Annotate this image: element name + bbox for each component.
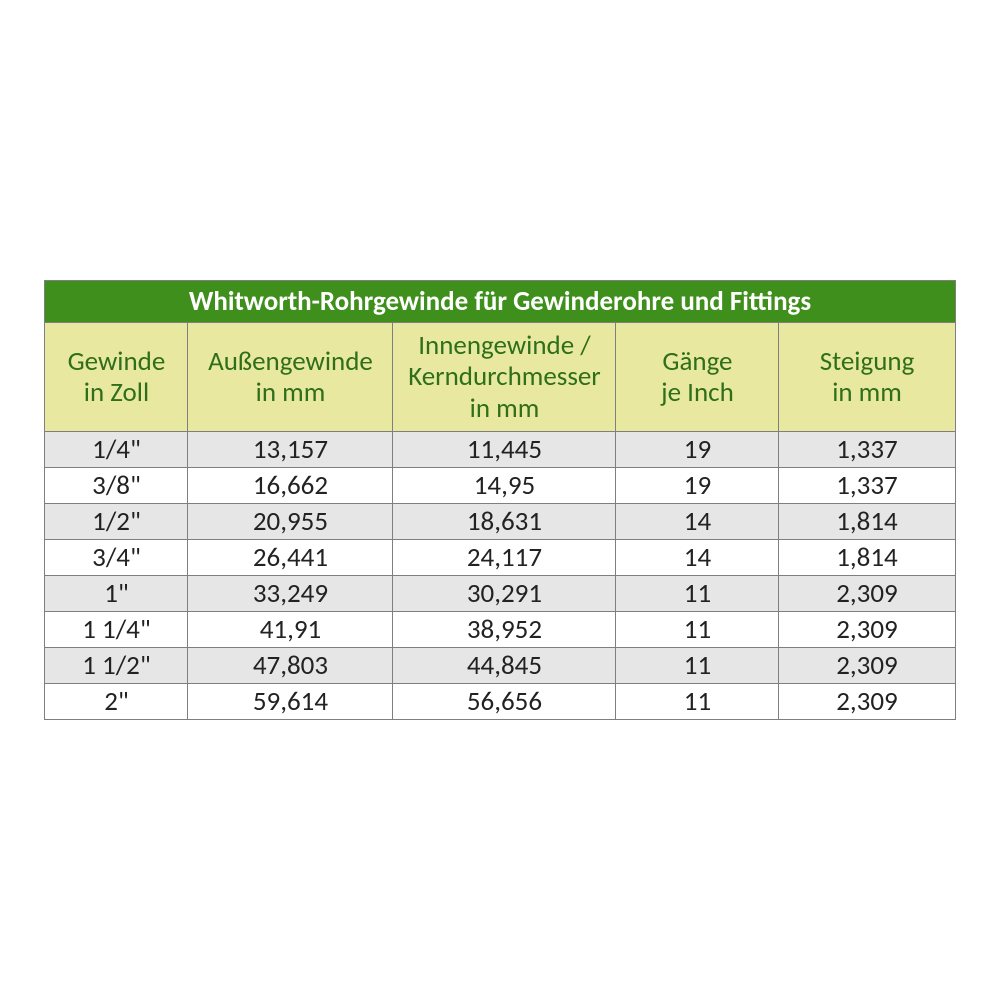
whitworth-table: Whitworth-Rohrgewinde für Gewinderohre u… xyxy=(44,280,955,720)
table-row: 1"33,24930,291112,309 xyxy=(45,576,955,612)
table-cell: 59,614 xyxy=(188,684,393,720)
table-cell: 1 1/2" xyxy=(45,648,188,684)
column-header-2-line: in mm xyxy=(393,393,615,424)
table-cell: 1/2" xyxy=(45,504,188,540)
table-cell: 2,309 xyxy=(779,576,955,612)
column-header-3: Gängeje Inch xyxy=(616,323,779,432)
column-header-3-line: je Inch xyxy=(616,377,778,408)
column-header-0-line: in Zoll xyxy=(45,377,187,408)
table-cell: 1 1/4" xyxy=(45,612,188,648)
table-cell: 2,309 xyxy=(779,612,955,648)
column-header-4-line: in mm xyxy=(779,377,954,408)
table-cell: 11,445 xyxy=(393,432,616,468)
column-header-0-line: Gewinde xyxy=(45,346,187,377)
title-row: Whitworth-Rohrgewinde für Gewinderohre u… xyxy=(45,281,955,323)
table-title: Whitworth-Rohrgewinde für Gewinderohre u… xyxy=(45,281,955,323)
header-row: Gewindein ZollAußengewindein mmInnengewi… xyxy=(45,323,955,432)
table-cell: 14 xyxy=(616,504,779,540)
table-cell: 2" xyxy=(45,684,188,720)
table-cell: 2,309 xyxy=(779,684,955,720)
table-cell: 1" xyxy=(45,576,188,612)
table-cell: 1,814 xyxy=(779,504,955,540)
table-cell: 47,803 xyxy=(188,648,393,684)
table-cell: 18,631 xyxy=(393,504,616,540)
table-cell: 3/8" xyxy=(45,468,188,504)
table-cell: 11 xyxy=(616,612,779,648)
column-header-3-line: Gänge xyxy=(616,346,778,377)
table-cell: 14,95 xyxy=(393,468,616,504)
table-cell: 11 xyxy=(616,684,779,720)
table-cell: 30,291 xyxy=(393,576,616,612)
table-row: 1 1/4"41,9138,952112,309 xyxy=(45,612,955,648)
table-cell: 1,814 xyxy=(779,540,955,576)
table-cell: 19 xyxy=(616,432,779,468)
table-row: 2"59,61456,656112,309 xyxy=(45,684,955,720)
column-header-0: Gewindein Zoll xyxy=(45,323,188,432)
table-cell: 1,337 xyxy=(779,468,955,504)
table-cell: 1/4" xyxy=(45,432,188,468)
table-cell: 16,662 xyxy=(188,468,393,504)
column-header-1: Außengewindein mm xyxy=(188,323,393,432)
table-row: 1 1/2"47,80344,845112,309 xyxy=(45,648,955,684)
table-row: 3/8"16,66214,95191,337 xyxy=(45,468,955,504)
column-header-1-line: in mm xyxy=(188,377,392,408)
table-head: Whitworth-Rohrgewinde für Gewinderohre u… xyxy=(45,281,955,432)
table-cell: 11 xyxy=(616,648,779,684)
table-row: 1/4"13,15711,445191,337 xyxy=(45,432,955,468)
table-cell: 19 xyxy=(616,468,779,504)
column-header-2: Innengewinde /Kerndurchmesserin mm xyxy=(393,323,616,432)
table-cell: 38,952 xyxy=(393,612,616,648)
table-cell: 20,955 xyxy=(188,504,393,540)
table-cell: 3/4" xyxy=(45,540,188,576)
table-cell: 1,337 xyxy=(779,432,955,468)
table-cell: 26,441 xyxy=(188,540,393,576)
table-cell: 33,249 xyxy=(188,576,393,612)
table-cell: 24,117 xyxy=(393,540,616,576)
column-header-2-line: Innengewinde / xyxy=(393,330,615,361)
table-body: 1/4"13,15711,445191,3373/8"16,66214,9519… xyxy=(45,432,955,720)
table-cell: 13,157 xyxy=(188,432,393,468)
column-header-4: Steigungin mm xyxy=(779,323,955,432)
table-cell: 41,91 xyxy=(188,612,393,648)
column-header-2-line: Kerndurchmesser xyxy=(393,361,615,392)
column-header-4-line: Steigung xyxy=(779,346,954,377)
table-cell: 44,845 xyxy=(393,648,616,684)
table-cell: 14 xyxy=(616,540,779,576)
table-cell: 2,309 xyxy=(779,648,955,684)
table-cell: 56,656 xyxy=(393,684,616,720)
table-row: 1/2"20,95518,631141,814 xyxy=(45,504,955,540)
table-row: 3/4"26,44124,117141,814 xyxy=(45,540,955,576)
page-container: Whitworth-Rohrgewinde für Gewinderohre u… xyxy=(0,0,1000,1000)
column-header-1-line: Außengewinde xyxy=(188,346,392,377)
table-cell: 11 xyxy=(616,576,779,612)
